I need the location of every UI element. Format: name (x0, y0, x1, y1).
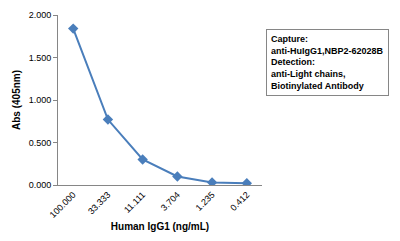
svg-text:100.000: 100.000 (48, 190, 78, 220)
svg-text:Abs (405nm): Abs (405nm) (11, 70, 22, 130)
svg-text:0.000: 0.000 (29, 180, 52, 190)
svg-text:33.333: 33.333 (86, 190, 113, 217)
svg-text:1.235: 1.235 (194, 190, 217, 213)
svg-text:Human IgG1 (ng/mL): Human IgG1 (ng/mL) (111, 221, 209, 232)
svg-text:0.500: 0.500 (29, 138, 52, 148)
svg-text:Capture:anti-HuIgG1,NBP2-62028: Capture:anti-HuIgG1,NBP2-62028BDetection… (271, 34, 384, 91)
svg-text:0.412: 0.412 (228, 190, 251, 213)
svg-text:3.704: 3.704 (159, 190, 182, 213)
svg-text:11.111: 11.111 (122, 190, 147, 215)
svg-text:2.000: 2.000 (29, 10, 52, 20)
svg-text:1.000: 1.000 (29, 95, 52, 105)
svg-text:1.500: 1.500 (29, 53, 52, 63)
